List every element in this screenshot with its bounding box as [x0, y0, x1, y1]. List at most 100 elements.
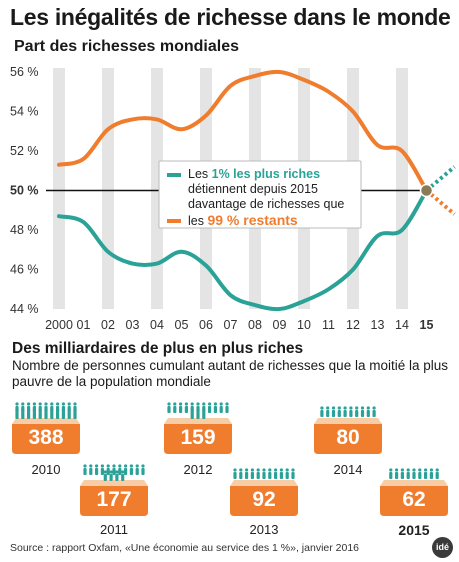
person-icon — [50, 402, 54, 406]
billionaire-block-2011: 177 2011 — [78, 462, 150, 538]
annotation-highlight-top: 99 % restants — [207, 212, 297, 228]
person-icon — [279, 468, 283, 472]
person-icon-body — [135, 468, 139, 475]
person-icon-body — [366, 410, 370, 417]
person-icon — [38, 408, 42, 412]
person-icon — [355, 406, 359, 410]
person-icon — [141, 464, 145, 468]
person-icon — [349, 406, 353, 410]
person-icon-body — [213, 406, 217, 413]
person-icon — [89, 464, 93, 468]
person-icon — [202, 402, 206, 406]
person-icon-body — [279, 472, 283, 479]
block-value: 388 — [28, 426, 64, 449]
block-front-face — [314, 424, 382, 454]
grid-band — [53, 68, 65, 309]
person-icon-body — [50, 412, 54, 419]
billionaire-block-2013: 92 2013 — [228, 462, 300, 538]
annotation-line-1: Les 1% les plus riches — [188, 167, 320, 181]
block-value: 177 — [96, 488, 132, 511]
block-year: 2010 — [31, 462, 61, 477]
block-graphic — [80, 464, 148, 516]
block-top-face — [80, 480, 148, 486]
person-icon — [190, 402, 194, 406]
x-tick-label: 06 — [199, 318, 213, 332]
person-icon — [173, 402, 177, 406]
person-icon-body — [129, 468, 133, 475]
block-front-face — [12, 424, 80, 454]
person-icon — [179, 402, 183, 406]
y-tick-label: 56 % — [10, 65, 39, 79]
block-graphic — [314, 406, 382, 454]
person-icon-body — [83, 468, 87, 475]
person-icon — [233, 468, 237, 472]
person-icon — [44, 408, 48, 412]
block-year: 2011 — [100, 522, 128, 537]
person-icon — [106, 464, 110, 468]
block-value: 92 — [252, 488, 276, 511]
person-icon — [38, 402, 42, 406]
wealth-share-chart: 44 % 46 % 48 % 50 % 52 % 54 % 56 % 2000 01 02 03 0… — [10, 65, 456, 332]
person-icon — [337, 406, 341, 410]
person-icon — [27, 408, 31, 412]
x-tick-label: 14 — [395, 318, 409, 332]
billionaire-block-2010: 388 2010 — [10, 400, 82, 478]
y-tick-label: 48 % — [10, 223, 39, 237]
x-tick-label: 07 — [224, 318, 238, 332]
y-tick-label: 46 % — [10, 263, 39, 277]
person-icon-body — [118, 468, 122, 475]
person-icon-body — [400, 472, 404, 479]
ide-logo: idé — [432, 537, 453, 558]
billionaire-block-2015: 62 2015 — [378, 462, 450, 538]
block-top-face — [380, 480, 448, 486]
person-icon — [219, 402, 223, 406]
person-icon — [196, 408, 200, 412]
person-icon — [406, 468, 410, 472]
person-icon-body — [208, 406, 212, 413]
person-icon — [124, 464, 128, 468]
person-icon-body — [337, 410, 341, 417]
person-icon — [429, 468, 433, 472]
person-icon-body — [184, 406, 188, 413]
person-icon — [112, 464, 116, 468]
person-icon — [208, 402, 212, 406]
person-icon — [326, 406, 330, 410]
person-icon — [343, 406, 347, 410]
grid-band — [151, 68, 163, 309]
x-tick-label: 13 — [371, 318, 385, 332]
person-icon-body — [225, 406, 229, 413]
x-tick-label: 12 — [346, 318, 360, 332]
person-icon — [225, 402, 229, 406]
person-icon — [100, 464, 104, 468]
person-icon — [256, 468, 260, 472]
block-graphic — [12, 402, 80, 454]
person-icon — [32, 408, 36, 412]
block-front-face — [230, 486, 298, 516]
person-icon-body — [61, 412, 65, 419]
person-icon — [121, 470, 125, 474]
x-tick-label: 01 — [77, 318, 91, 332]
billionaire-block-2012: 159 2012 — [162, 400, 234, 478]
person-icon — [435, 468, 439, 472]
chart-subtitle: Part des richesses mondiales — [14, 38, 239, 55]
person-icon-body — [360, 410, 365, 417]
person-icon-body — [15, 412, 19, 419]
person-icon — [250, 468, 254, 472]
annotation-line-2: détiennent depuis 2015 — [188, 182, 318, 196]
x-tick-label: 09 — [273, 318, 287, 332]
annotation-prefix-4: les — [188, 214, 207, 228]
y-tick-label: 54 % — [10, 105, 39, 119]
annotation-line-3: davantage de richesses que — [188, 197, 344, 211]
person-icon-body — [239, 472, 243, 479]
person-icon — [129, 464, 133, 468]
person-icon — [67, 408, 71, 412]
x-axis-labels: 2000 01 02 03 04 05 06 07 08 09 10 11 12 13 14 15 — [45, 318, 433, 332]
x-tick-label: 2000 — [45, 318, 73, 332]
x-tick-label: 04 — [150, 318, 164, 332]
person-icon-body — [112, 468, 116, 475]
person-icon-body — [121, 474, 125, 481]
block-value: 80 — [336, 426, 360, 449]
person-icon — [167, 402, 171, 406]
y-tick-label: 50 % — [10, 184, 39, 198]
crossing-point — [419, 183, 434, 198]
